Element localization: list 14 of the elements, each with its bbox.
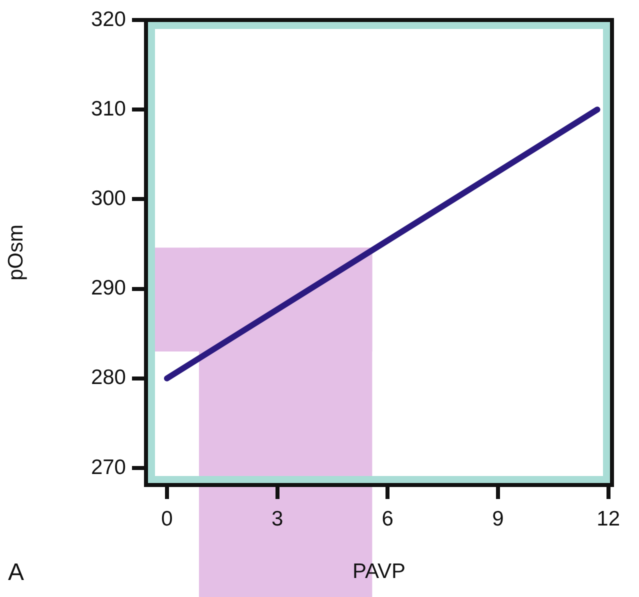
x-tick-label: 12 bbox=[596, 507, 620, 530]
x-tick-label: 6 bbox=[382, 507, 394, 530]
x-tick-label: 9 bbox=[492, 507, 504, 530]
y-tick-label: 270 bbox=[90, 456, 126, 479]
y-tick-label: 310 bbox=[90, 97, 126, 120]
text: A bbox=[8, 559, 24, 586]
y-axis-title: pOsm bbox=[4, 224, 28, 281]
x-tick-label: 0 bbox=[161, 507, 173, 530]
y-tick-label: 280 bbox=[90, 366, 126, 390]
x-axis-title: PAVP bbox=[352, 560, 406, 584]
y-tick-label: 290 bbox=[90, 276, 126, 300]
y-tick-label: 300 bbox=[90, 186, 126, 210]
x-tick-label: 3 bbox=[271, 507, 284, 530]
y-tick-label: 320 bbox=[90, 8, 126, 31]
